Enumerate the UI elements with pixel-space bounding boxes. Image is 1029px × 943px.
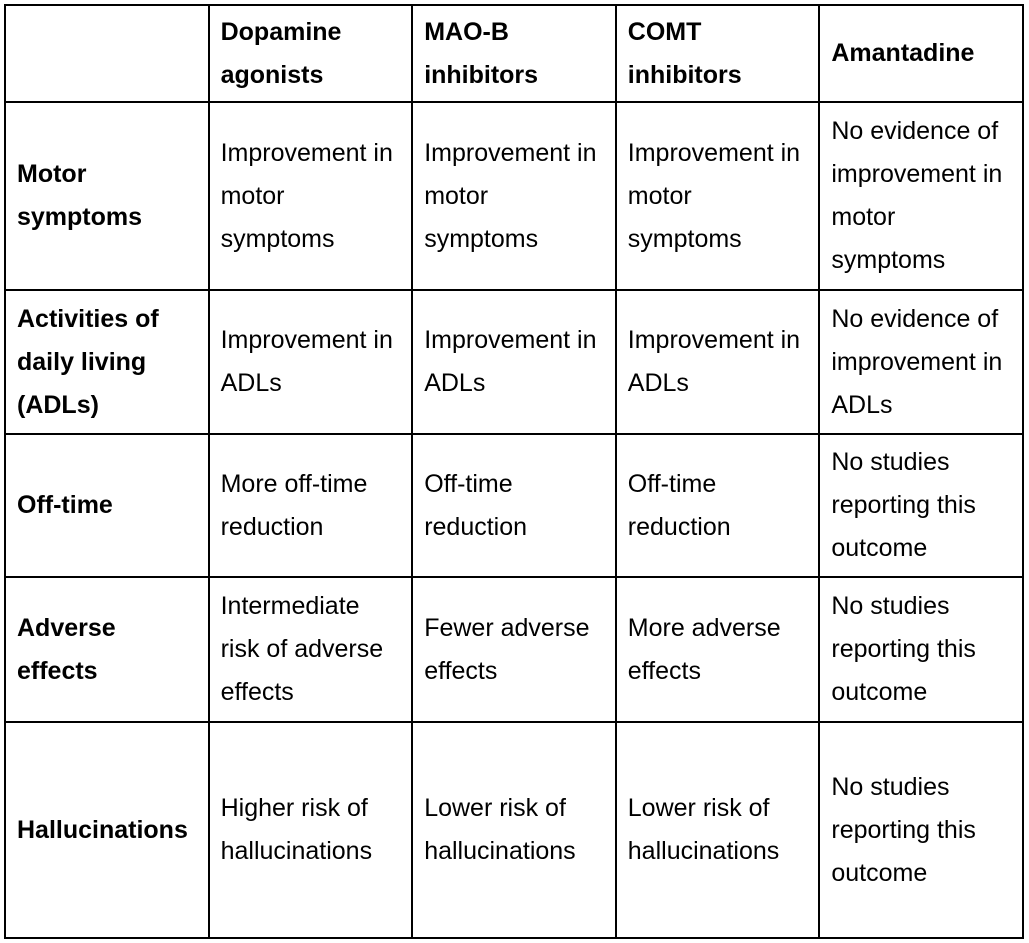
cell-adl-dopamine: Improvement in ADLs — [207, 289, 414, 435]
row-label-off-time: Off-time — [4, 433, 210, 578]
row-label-motor-symptoms: Motor symptoms — [4, 101, 210, 291]
cell-adverse-dopamine: Intermediate risk of adverse effects — [207, 576, 414, 723]
cell-hallucinations-comt: Lower risk of hallucinations — [614, 721, 821, 939]
cell-hallucinations-maob: Lower risk of hallucinations — [411, 721, 617, 939]
table-row-motor-symptoms: Motor symptoms Improvement in motor symp… — [4, 101, 1024, 291]
table-row-adls: Activities of daily living (ADLs) Improv… — [4, 289, 1024, 435]
cell-motor-maob: Improvement in motor symptoms — [411, 101, 617, 291]
cell-motor-dopamine: Improvement in motor symptoms — [207, 101, 414, 291]
cell-adverse-comt: More adverse effects — [614, 576, 821, 723]
cell-hallucinations-dopamine: Higher risk of hallucinations — [207, 721, 414, 939]
row-label-adls: Activities of daily living (ADLs) — [4, 289, 210, 435]
cell-adverse-maob: Fewer adverse effects — [411, 576, 617, 723]
cell-offtime-dopamine: More off-time reduction — [207, 433, 414, 578]
cell-adl-amantadine: No evidence of improvement in ADLs — [818, 289, 1024, 435]
table-row-off-time: Off-time More off-time reduction Off-tim… — [4, 433, 1024, 578]
table-row-adverse-effects: Adverse effects Intermediate risk of adv… — [4, 576, 1024, 723]
column-header-amantadine: Amantadine — [818, 4, 1024, 103]
cell-adverse-amantadine: No studies reporting this outcome — [818, 576, 1024, 723]
cell-offtime-comt: Off-time reduction — [614, 433, 821, 578]
row-label-hallucinations: Hallucinations — [4, 721, 210, 939]
column-header-maob-inhibitors: MAO-B inhibitors — [411, 4, 617, 103]
treatment-comparison-table: Dopamine agonists MAO-B inhibitors COMT … — [4, 4, 1024, 939]
cell-adl-maob: Improvement in ADLs — [411, 289, 617, 435]
cell-offtime-maob: Off-time reduction — [411, 433, 617, 578]
cell-motor-amantadine: No evidence of improvement in motor symp… — [818, 101, 1024, 291]
cell-motor-comt: Improvement in motor symptoms — [614, 101, 821, 291]
header-row: Dopamine agonists MAO-B inhibitors COMT … — [4, 4, 1024, 103]
table-row-hallucinations: Hallucinations Higher risk of hallucinat… — [4, 721, 1024, 939]
corner-cell — [4, 4, 210, 103]
cell-adl-comt: Improvement in ADLs — [614, 289, 821, 435]
cell-hallucinations-amantadine: No studies reporting this outcome — [818, 721, 1024, 939]
row-label-adverse-effects: Adverse effects — [4, 576, 210, 723]
column-header-comt-inhibitors: COMT inhibitors — [614, 4, 821, 103]
cell-offtime-amantadine: No studies reporting this outcome — [818, 433, 1024, 578]
column-header-dopamine-agonists: Dopamine agonists — [207, 4, 414, 103]
